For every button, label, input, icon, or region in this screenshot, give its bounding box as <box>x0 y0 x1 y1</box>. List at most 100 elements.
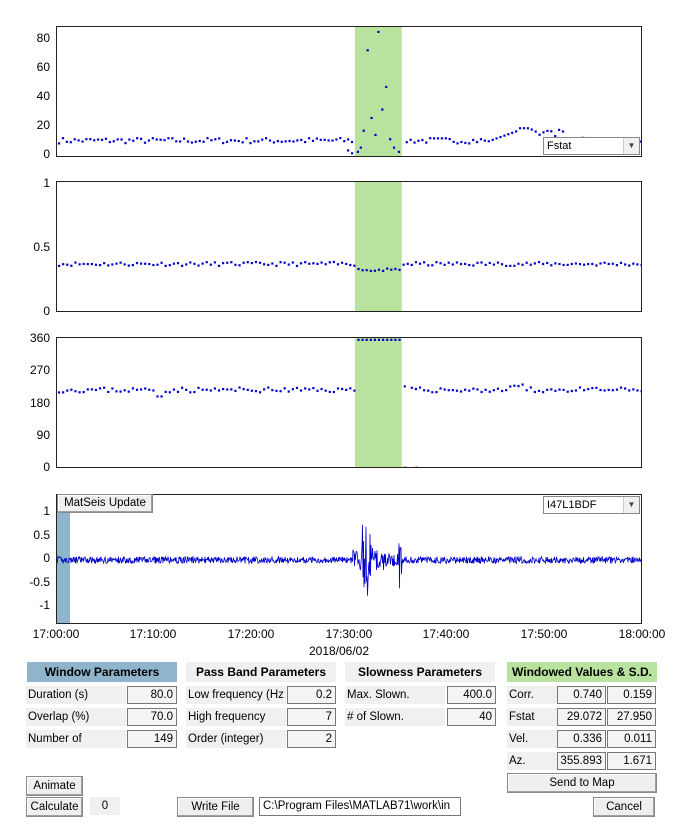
corr-point <box>468 263 471 267</box>
azimuth-point <box>386 338 389 341</box>
azimuth-point <box>201 388 204 391</box>
corr-point <box>193 262 196 265</box>
fstat-point <box>339 136 342 140</box>
fstat-point <box>210 139 213 142</box>
az-label: Az. <box>507 752 557 770</box>
channel-dropdown[interactable]: I47L1BDF ▼ <box>543 496 640 514</box>
fstat-point <box>335 138 338 141</box>
azimuth-point <box>107 390 110 394</box>
fstat-point <box>550 130 553 133</box>
num-slown-field[interactable]: 40 <box>447 708 496 726</box>
azimuth-point <box>123 389 126 392</box>
fstat-point <box>85 138 88 141</box>
azimuth-point <box>365 338 368 341</box>
number-of-field[interactable]: 149 <box>127 730 177 748</box>
azimuth-point <box>205 388 208 391</box>
corr-point <box>160 261 163 264</box>
azimuth-point <box>398 338 401 341</box>
order-label: Order (integer) <box>186 730 286 748</box>
azimuth-point <box>349 387 352 390</box>
fstat-point <box>280 140 283 143</box>
fstat-point <box>397 150 401 153</box>
max-slown-field[interactable]: 400.0 <box>447 686 496 704</box>
corr-point <box>74 261 77 264</box>
high-freq-label: High frequency <box>186 708 286 726</box>
calculate-button[interactable]: Calculate <box>26 797 83 817</box>
send-to-map-button[interactable]: Send to Map <box>507 773 657 793</box>
corr-point <box>205 261 208 264</box>
fstat-ytick-60: 60 <box>36 60 50 74</box>
azimuth-point <box>427 389 430 392</box>
azimuth-point <box>369 338 372 341</box>
azimuth-point <box>312 387 315 390</box>
fstat-point <box>327 139 330 142</box>
corr-point <box>595 264 598 267</box>
file-path-input[interactable]: C:\Program Files\MATLAB71\work\in <box>259 797 461 816</box>
corr-point <box>197 264 200 267</box>
azimuth-point <box>283 387 286 390</box>
high-freq-field[interactable]: 7 <box>287 708 336 726</box>
azimuth-point <box>279 390 282 393</box>
fstat-point <box>425 141 428 144</box>
fstat-point <box>190 141 193 144</box>
overlap-field[interactable]: 70.0 <box>127 708 177 726</box>
fstat-point <box>151 137 154 140</box>
fstat-point <box>237 139 240 143</box>
window-params-title: Window Parameters <box>27 662 177 682</box>
fstat-value: 29.072 <box>557 708 606 726</box>
corr-ytick-0: 0 <box>43 304 50 318</box>
azimuth-point <box>558 388 561 391</box>
azimuth-point <box>632 388 635 391</box>
azimuth-plot-area <box>57 338 641 467</box>
azimuth-plot <box>56 337 642 468</box>
azimuth-point <box>546 388 549 391</box>
azimuth-point <box>484 388 487 391</box>
fstat-dropdown-value: Fstat <box>547 140 572 152</box>
fstat-point <box>472 138 475 142</box>
animate-button[interactable]: Animate <box>26 776 83 796</box>
low-freq-field[interactable]: 0.2 <box>287 686 336 704</box>
fstat-point <box>409 138 412 141</box>
duration-field[interactable]: 80.0 <box>127 686 177 704</box>
cancel-button[interactable]: Cancel <box>593 797 655 817</box>
corr-point <box>189 261 192 264</box>
fstat-point <box>155 138 158 141</box>
az-ytick-90: 90 <box>36 428 50 442</box>
overlap-label: Overlap (%) <box>26 708 126 726</box>
fstat-point <box>65 140 68 143</box>
corr-point <box>558 262 561 266</box>
corr-point <box>312 262 315 265</box>
azimuth-point <box>304 387 307 390</box>
azimuth-point <box>410 386 413 389</box>
write-file-button[interactable]: Write File <box>177 797 254 817</box>
corr-point <box>373 269 377 272</box>
fstat-point <box>120 138 123 141</box>
azimuth-point <box>168 391 171 394</box>
order-field[interactable]: 2 <box>287 730 336 748</box>
azimuth-point <box>591 387 594 390</box>
fstat-dropdown[interactable]: Fstat ▼ <box>543 137 640 155</box>
slowness-params-title: Slowness Parameters <box>345 662 495 682</box>
matseis-update-button[interactable]: MatSeis Update <box>57 494 153 513</box>
corr-point <box>181 264 184 267</box>
xtick-1750: 17:50:00 <box>520 627 568 641</box>
fstat-point <box>257 140 260 143</box>
azimuth-point <box>332 390 335 394</box>
fstat-point <box>159 138 162 141</box>
azimuth-point <box>340 387 344 391</box>
corr-point <box>546 261 549 265</box>
corr-point <box>361 269 364 272</box>
corr-point <box>308 262 311 265</box>
az-ytick-360: 360 <box>29 331 50 345</box>
corr-point <box>271 262 274 265</box>
corr-point <box>480 261 483 264</box>
fstat-point <box>538 133 541 136</box>
fstat-point <box>202 140 205 143</box>
corr-point <box>86 263 89 266</box>
fstat-point <box>167 137 170 140</box>
fstat-point <box>292 140 295 143</box>
fstat-point <box>268 139 272 142</box>
azimuth-point <box>78 391 81 394</box>
fstat-point <box>108 140 111 144</box>
corr-point <box>628 264 631 267</box>
